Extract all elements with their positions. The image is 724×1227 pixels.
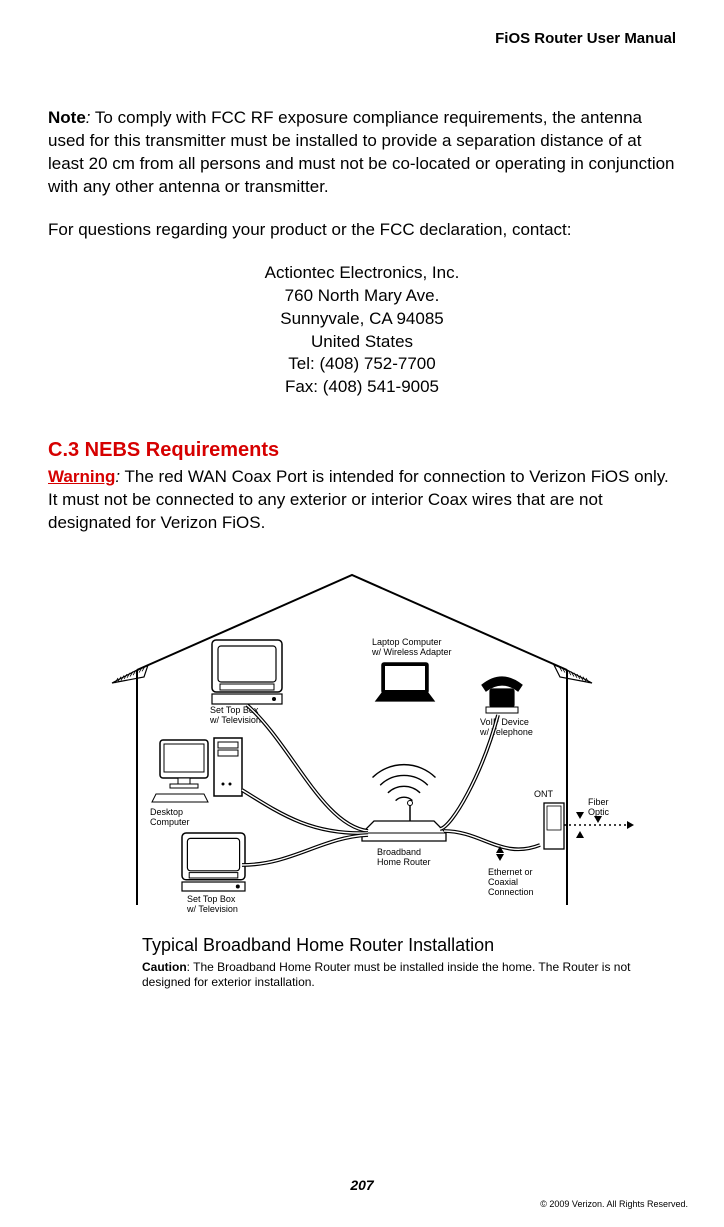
diagram-container: Set Top Boxw/ Television DesktopComputer S… (48, 565, 676, 925)
address-line-4: United States (48, 331, 676, 354)
caution-body: : The Broadband Home Router must be inst… (142, 960, 630, 989)
warning-paragraph: Warning: The red WAN Coax Port is intend… (48, 466, 676, 535)
page-header: FiOS Router User Manual (48, 30, 676, 47)
svg-text:BroadbandHome Router: BroadbandHome Router (377, 847, 431, 867)
svg-text:ONT: ONT (534, 789, 554, 799)
svg-text:FiberOptic: FiberOptic (588, 797, 610, 817)
warning-text: The red WAN Coax Port is intended for co… (48, 467, 669, 532)
copyright: © 2009 Verizon. All Rights Reserved. (540, 1199, 688, 1209)
address-line-5: Tel: (408) 752-7700 (48, 353, 676, 376)
address-line-3: Sunnyvale, CA 94085 (48, 308, 676, 331)
page-number: 207 (0, 1177, 724, 1193)
installation-diagram: Set Top Boxw/ Television DesktopComputer S… (82, 565, 642, 925)
svg-text:Ethernet orCoaxialConnection: Ethernet orCoaxialConnection (488, 867, 534, 897)
svg-text:Set Top Boxw/ Television: Set Top Boxw/ Television (186, 894, 238, 914)
address-line-2: 760 North Mary Ave. (48, 285, 676, 308)
note-paragraph: Note: To comply with FCC RF exposure com… (48, 107, 676, 199)
diagram-title: Typical Broadband Home Router Installati… (142, 935, 642, 956)
svg-text:Set Top Boxw/ Television: Set Top Boxw/ Television (209, 705, 261, 725)
note-label: Note (48, 108, 86, 127)
svg-text:DesktopComputer: DesktopComputer (150, 807, 190, 827)
svg-text:VoIP Devicew/ Telephone: VoIP Devicew/ Telephone (479, 717, 533, 737)
warning-label: Warning (48, 467, 115, 486)
note-text: To comply with FCC RF exposure complianc… (48, 108, 675, 196)
diagram-caption: Typical Broadband Home Router Installati… (82, 935, 642, 990)
svg-text:Laptop Computerw/ Wireless Ada: Laptop Computerw/ Wireless Adapter (371, 637, 452, 657)
address-line-1: Actiontec Electronics, Inc. (48, 262, 676, 285)
section-heading: C.3 NEBS Requirements (48, 439, 676, 462)
address-block: Actiontec Electronics, Inc. 760 North Ma… (48, 262, 676, 400)
address-line-6: Fax: (408) 541-9005 (48, 376, 676, 399)
caution-label: Caution (142, 960, 187, 974)
questions-line: For questions regarding your product or … (48, 219, 676, 242)
caution-text: Caution: The Broadband Home Router must … (142, 960, 642, 990)
